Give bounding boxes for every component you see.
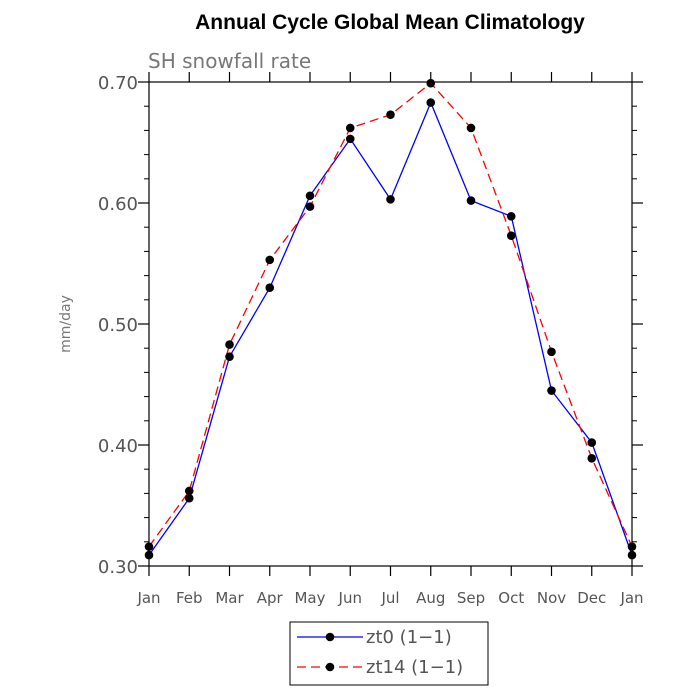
legend: zt0 (1−1) zt14 (1−1): [289, 621, 489, 686]
data-point-series-0: [144, 550, 154, 560]
x-tick-label: Jun: [338, 589, 362, 607]
data-point-series-1: [506, 231, 516, 240]
data-point-series-1: [587, 454, 597, 463]
data-point-series-1: [265, 255, 275, 265]
x-tick-label: Feb: [176, 589, 203, 607]
x-tick-label: Apr: [257, 589, 284, 607]
y-tick-label: 0.70: [98, 73, 138, 94]
data-point-series-1: [144, 542, 154, 551]
x-tick-labels: Jan Feb Mar Apr May Jun Jul Aug Sep Oct Nov Dec Jan: [136, 589, 643, 607]
x-tick-label: Mar: [215, 589, 244, 607]
data-point-series-1: [305, 202, 315, 211]
x-tick-label: Nov: [537, 589, 566, 607]
x-tick-label: Oct: [498, 589, 524, 607]
data-point-series-0: [587, 438, 597, 447]
legend-marker-zt0: [325, 632, 335, 642]
legend-label-zt14: zt14 (1−1): [366, 657, 463, 678]
data-point-series-0: [225, 352, 234, 361]
legend-frame: [289, 621, 489, 686]
plot-frame: [148, 81, 633, 567]
data-point-series-1: [426, 78, 436, 88]
data-point-series-0: [426, 98, 436, 107]
data-point-series-1: [225, 340, 234, 349]
series-layer: [144, 78, 637, 560]
data-point-series-1: [386, 110, 395, 119]
axis-ticks: [138, 72, 643, 576]
data-point-series-1: [345, 123, 355, 133]
data-point-series-1: [184, 486, 194, 496]
data-point-series-1: [466, 123, 476, 133]
data-point-series-0: [547, 386, 556, 395]
x-tick-label: May: [294, 589, 325, 607]
data-point-series-0: [466, 196, 476, 205]
y-tick-label: 0.60: [98, 194, 138, 215]
x-tick-label: Dec: [577, 589, 606, 607]
chart-title: Annual Cycle Global Mean Climatology: [195, 11, 585, 34]
y-tick-label: 0.50: [98, 315, 138, 336]
x-tick-label: Jan: [136, 589, 160, 607]
x-tick-label: Aug: [416, 589, 445, 607]
data-point-series-0: [184, 493, 194, 503]
data-point-series-0: [386, 195, 395, 204]
y-axis-label: mm/day: [58, 295, 74, 353]
x-tick-label: Jan: [619, 589, 643, 607]
y-tick-label: 0.40: [98, 436, 138, 457]
legend-marker-zt14: [325, 662, 335, 672]
series-line-0: [148, 100, 633, 556]
data-point-series-0: [627, 550, 637, 560]
y-tick-labels: 0.30 0.40 0.50 0.60 0.70: [98, 73, 138, 578]
data-point-series-0: [345, 134, 355, 144]
data-point-series-0: [506, 212, 516, 221]
y-tick-label: 0.30: [98, 557, 138, 578]
series-line-1: [148, 82, 633, 547]
data-point-series-1: [627, 542, 637, 551]
data-point-series-0: [265, 283, 275, 293]
x-tick-label: Sep: [457, 589, 485, 607]
data-point-series-1: [547, 347, 556, 357]
legend-label-zt0: zt0 (1−1): [366, 627, 452, 648]
x-tick-label: Jul: [380, 589, 399, 607]
data-point-series-0: [305, 191, 315, 201]
chart-subtitle: SH snowfall rate: [148, 49, 311, 73]
